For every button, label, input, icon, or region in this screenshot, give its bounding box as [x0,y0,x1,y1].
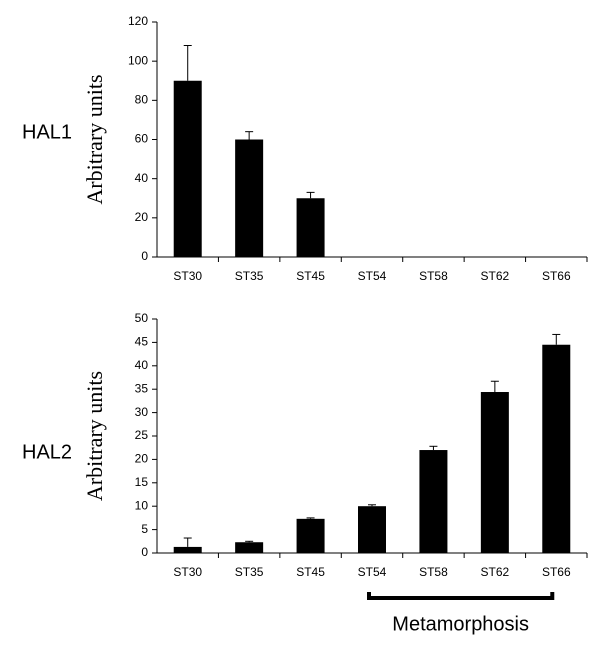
x-tick-label: ST35 [235,565,264,579]
bar [358,506,386,553]
bar [480,392,509,553]
y-axis-label: Arbitrary units [82,74,107,204]
x-tick-label: ST30 [173,565,202,579]
y-tick-label: 100 [128,53,148,67]
x-tick-label: ST54 [358,269,387,283]
bar [173,546,202,553]
x-tick-label: ST45 [296,565,325,579]
x-tick-label: ST45 [296,269,325,283]
x-tick-label: ST66 [542,269,571,283]
y-tick-label: 0 [141,545,148,559]
y-tick-label: 35 [135,381,149,395]
y-tick-label: 40 [135,358,149,372]
y-tick-label: 25 [135,428,149,442]
y-tick-label: 120 [128,14,148,28]
x-tick-label: ST54 [358,565,387,579]
y-tick-label: 0 [141,249,148,263]
bracket [367,592,555,600]
x-tick-label: ST58 [419,269,448,283]
y-tick-label: 5 [141,522,148,536]
y-tick-label: 50 [135,311,149,325]
x-tick-label: ST62 [481,565,510,579]
y-tick-label: 30 [135,405,149,419]
y-axis-label: Arbitrary units [82,371,107,501]
y-tick-label: 40 [135,171,149,185]
y-tick-label: 20 [135,452,149,466]
bar [542,344,571,553]
bar [296,518,325,553]
y-tick-label: 80 [135,93,149,107]
bar [235,139,264,257]
x-tick-label: ST62 [481,269,510,283]
y-tick-label: 15 [135,475,149,489]
annotation: Metamorphosis [392,613,529,635]
bar [235,542,264,553]
x-tick-label: ST58 [419,565,448,579]
bar [296,198,325,257]
bar [173,80,202,257]
panel-label: HAL2 [22,441,72,463]
x-tick-label: ST30 [173,269,202,283]
y-tick-label: 60 [135,132,149,146]
y-tick-label: 10 [135,498,149,512]
y-tick-label: 20 [135,210,149,224]
x-tick-label: ST35 [235,269,264,283]
bar [419,450,448,553]
x-tick-label: ST66 [542,565,571,579]
panel-label: HAL1 [22,121,72,143]
y-tick-label: 45 [135,335,149,349]
